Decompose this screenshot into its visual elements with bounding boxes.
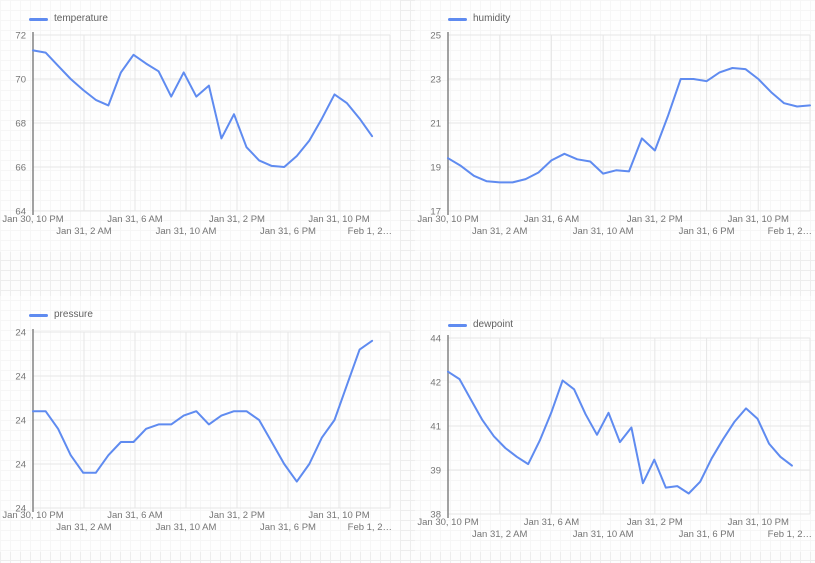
svg-text:72: 72 [15, 31, 26, 42]
legend-label: humidity [473, 13, 511, 24]
svg-text:44: 44 [430, 334, 441, 345]
svg-text:Jan 31, 6 AM: Jan 31, 6 AM [107, 214, 163, 225]
svg-text:Jan 31, 10 AM: Jan 31, 10 AM [573, 226, 634, 237]
dewpoint-series-line [447, 370, 793, 495]
svg-text:64: 64 [15, 207, 26, 218]
svg-text:70: 70 [15, 75, 26, 86]
svg-text:Jan 31, 6 AM: Jan 31, 6 AM [524, 517, 580, 528]
svg-text:Jan 31, 2 PM: Jan 31, 2 PM [627, 517, 683, 528]
svg-text:Jan 31, 6 AM: Jan 31, 6 AM [524, 214, 580, 225]
legend-line-icon [29, 313, 48, 317]
svg-text:24: 24 [15, 460, 26, 471]
svg-text:Jan 30, 10 PM: Jan 30, 10 PM [2, 214, 63, 225]
svg-text:24: 24 [15, 416, 26, 427]
dewpoint-chart-panel: 44 42 41 39 38 Jan 30, 10 PM Jan 31, 2 AM Jan 3… [415, 296, 815, 552]
legend-label: dewpoint [473, 319, 514, 330]
svg-text:Jan 31, 6 PM: Jan 31, 6 PM [260, 226, 316, 237]
svg-text:38: 38 [430, 510, 441, 521]
dewpoint-chart-legend: dewpoint [448, 320, 513, 330]
svg-text:Jan 31, 10 PM: Jan 31, 10 PM [728, 517, 789, 528]
pressure-chart-panel: 24 24 24 24 24 Jan 30, 10 PM Jan 31, 2 AM Jan 3… [0, 296, 400, 552]
svg-text:Feb 1, 2…: Feb 1, 2… [768, 529, 812, 540]
humidity-chart-panel: 25 23 21 19 17 Jan 30, 10 PM Jan 31, 2 AM Jan 3… [415, 0, 815, 252]
svg-text:25: 25 [430, 31, 441, 42]
svg-text:66: 66 [15, 163, 26, 174]
svg-text:68: 68 [15, 119, 26, 130]
legend-label: temperature [54, 13, 108, 24]
svg-text:Jan 30, 10 PM: Jan 30, 10 PM [417, 214, 478, 225]
svg-text:Feb 1, 2…: Feb 1, 2… [348, 522, 392, 533]
svg-text:23: 23 [430, 75, 441, 86]
svg-text:42: 42 [430, 378, 441, 389]
legend-line-icon [448, 323, 467, 327]
svg-text:Jan 31, 2 PM: Jan 31, 2 PM [209, 214, 265, 225]
svg-text:Jan 31, 6 PM: Jan 31, 6 PM [260, 522, 316, 533]
svg-text:Jan 30, 10 PM: Jan 30, 10 PM [417, 517, 478, 528]
svg-text:Jan 31, 6 AM: Jan 31, 6 AM [107, 510, 163, 521]
svg-text:Jan 31, 6 PM: Jan 31, 6 PM [679, 529, 735, 540]
svg-text:24: 24 [15, 328, 26, 339]
humidity-series-line [447, 67, 811, 184]
pressure-chart-legend: pressure [29, 310, 93, 320]
temperature-chart-legend: temperature [29, 14, 108, 24]
svg-text:Jan 31, 10 AM: Jan 31, 10 AM [156, 226, 217, 237]
svg-text:Jan 31, 2 PM: Jan 31, 2 PM [209, 510, 265, 521]
svg-text:19: 19 [430, 163, 441, 174]
svg-text:24: 24 [15, 372, 26, 383]
svg-text:Jan 31, 10 PM: Jan 31, 10 PM [308, 510, 369, 521]
svg-text:Jan 31, 10 PM: Jan 31, 10 PM [728, 214, 789, 225]
svg-text:17: 17 [430, 207, 441, 218]
svg-text:24: 24 [15, 504, 26, 515]
svg-text:Jan 31, 10 PM: Jan 31, 10 PM [308, 214, 369, 225]
svg-text:Feb 1, 2…: Feb 1, 2… [348, 226, 392, 237]
svg-text:Feb 1, 2…: Feb 1, 2… [768, 226, 812, 237]
svg-text:Jan 31, 6 PM: Jan 31, 6 PM [679, 226, 735, 237]
svg-text:Jan 31, 10 AM: Jan 31, 10 AM [573, 529, 634, 540]
svg-text:Jan 31, 2 AM: Jan 31, 2 AM [472, 226, 528, 237]
svg-text:Jan 30, 10 PM: Jan 30, 10 PM [2, 510, 63, 521]
svg-text:Jan 31, 2 PM: Jan 31, 2 PM [627, 214, 683, 225]
pressure-series-line [32, 339, 374, 483]
svg-text:Jan 31, 2 AM: Jan 31, 2 AM [472, 529, 528, 540]
svg-text:Jan 31, 10 AM: Jan 31, 10 AM [156, 522, 217, 533]
svg-text:Jan 31, 2 AM: Jan 31, 2 AM [56, 522, 112, 533]
svg-text:21: 21 [430, 119, 441, 130]
temperature-series-line [32, 49, 374, 168]
svg-text:41: 41 [430, 422, 441, 433]
legend-line-icon [29, 17, 48, 21]
svg-text:39: 39 [430, 466, 441, 477]
humidity-chart-legend: humidity [448, 14, 510, 24]
temperature-chart-panel: 72 70 68 66 64 Jan 30, 10 PM Jan 31, 2 AM Jan 3… [0, 0, 400, 252]
legend-line-icon [448, 17, 467, 21]
legend-label: pressure [54, 309, 93, 320]
svg-text:Jan 31, 2 AM: Jan 31, 2 AM [56, 226, 112, 237]
